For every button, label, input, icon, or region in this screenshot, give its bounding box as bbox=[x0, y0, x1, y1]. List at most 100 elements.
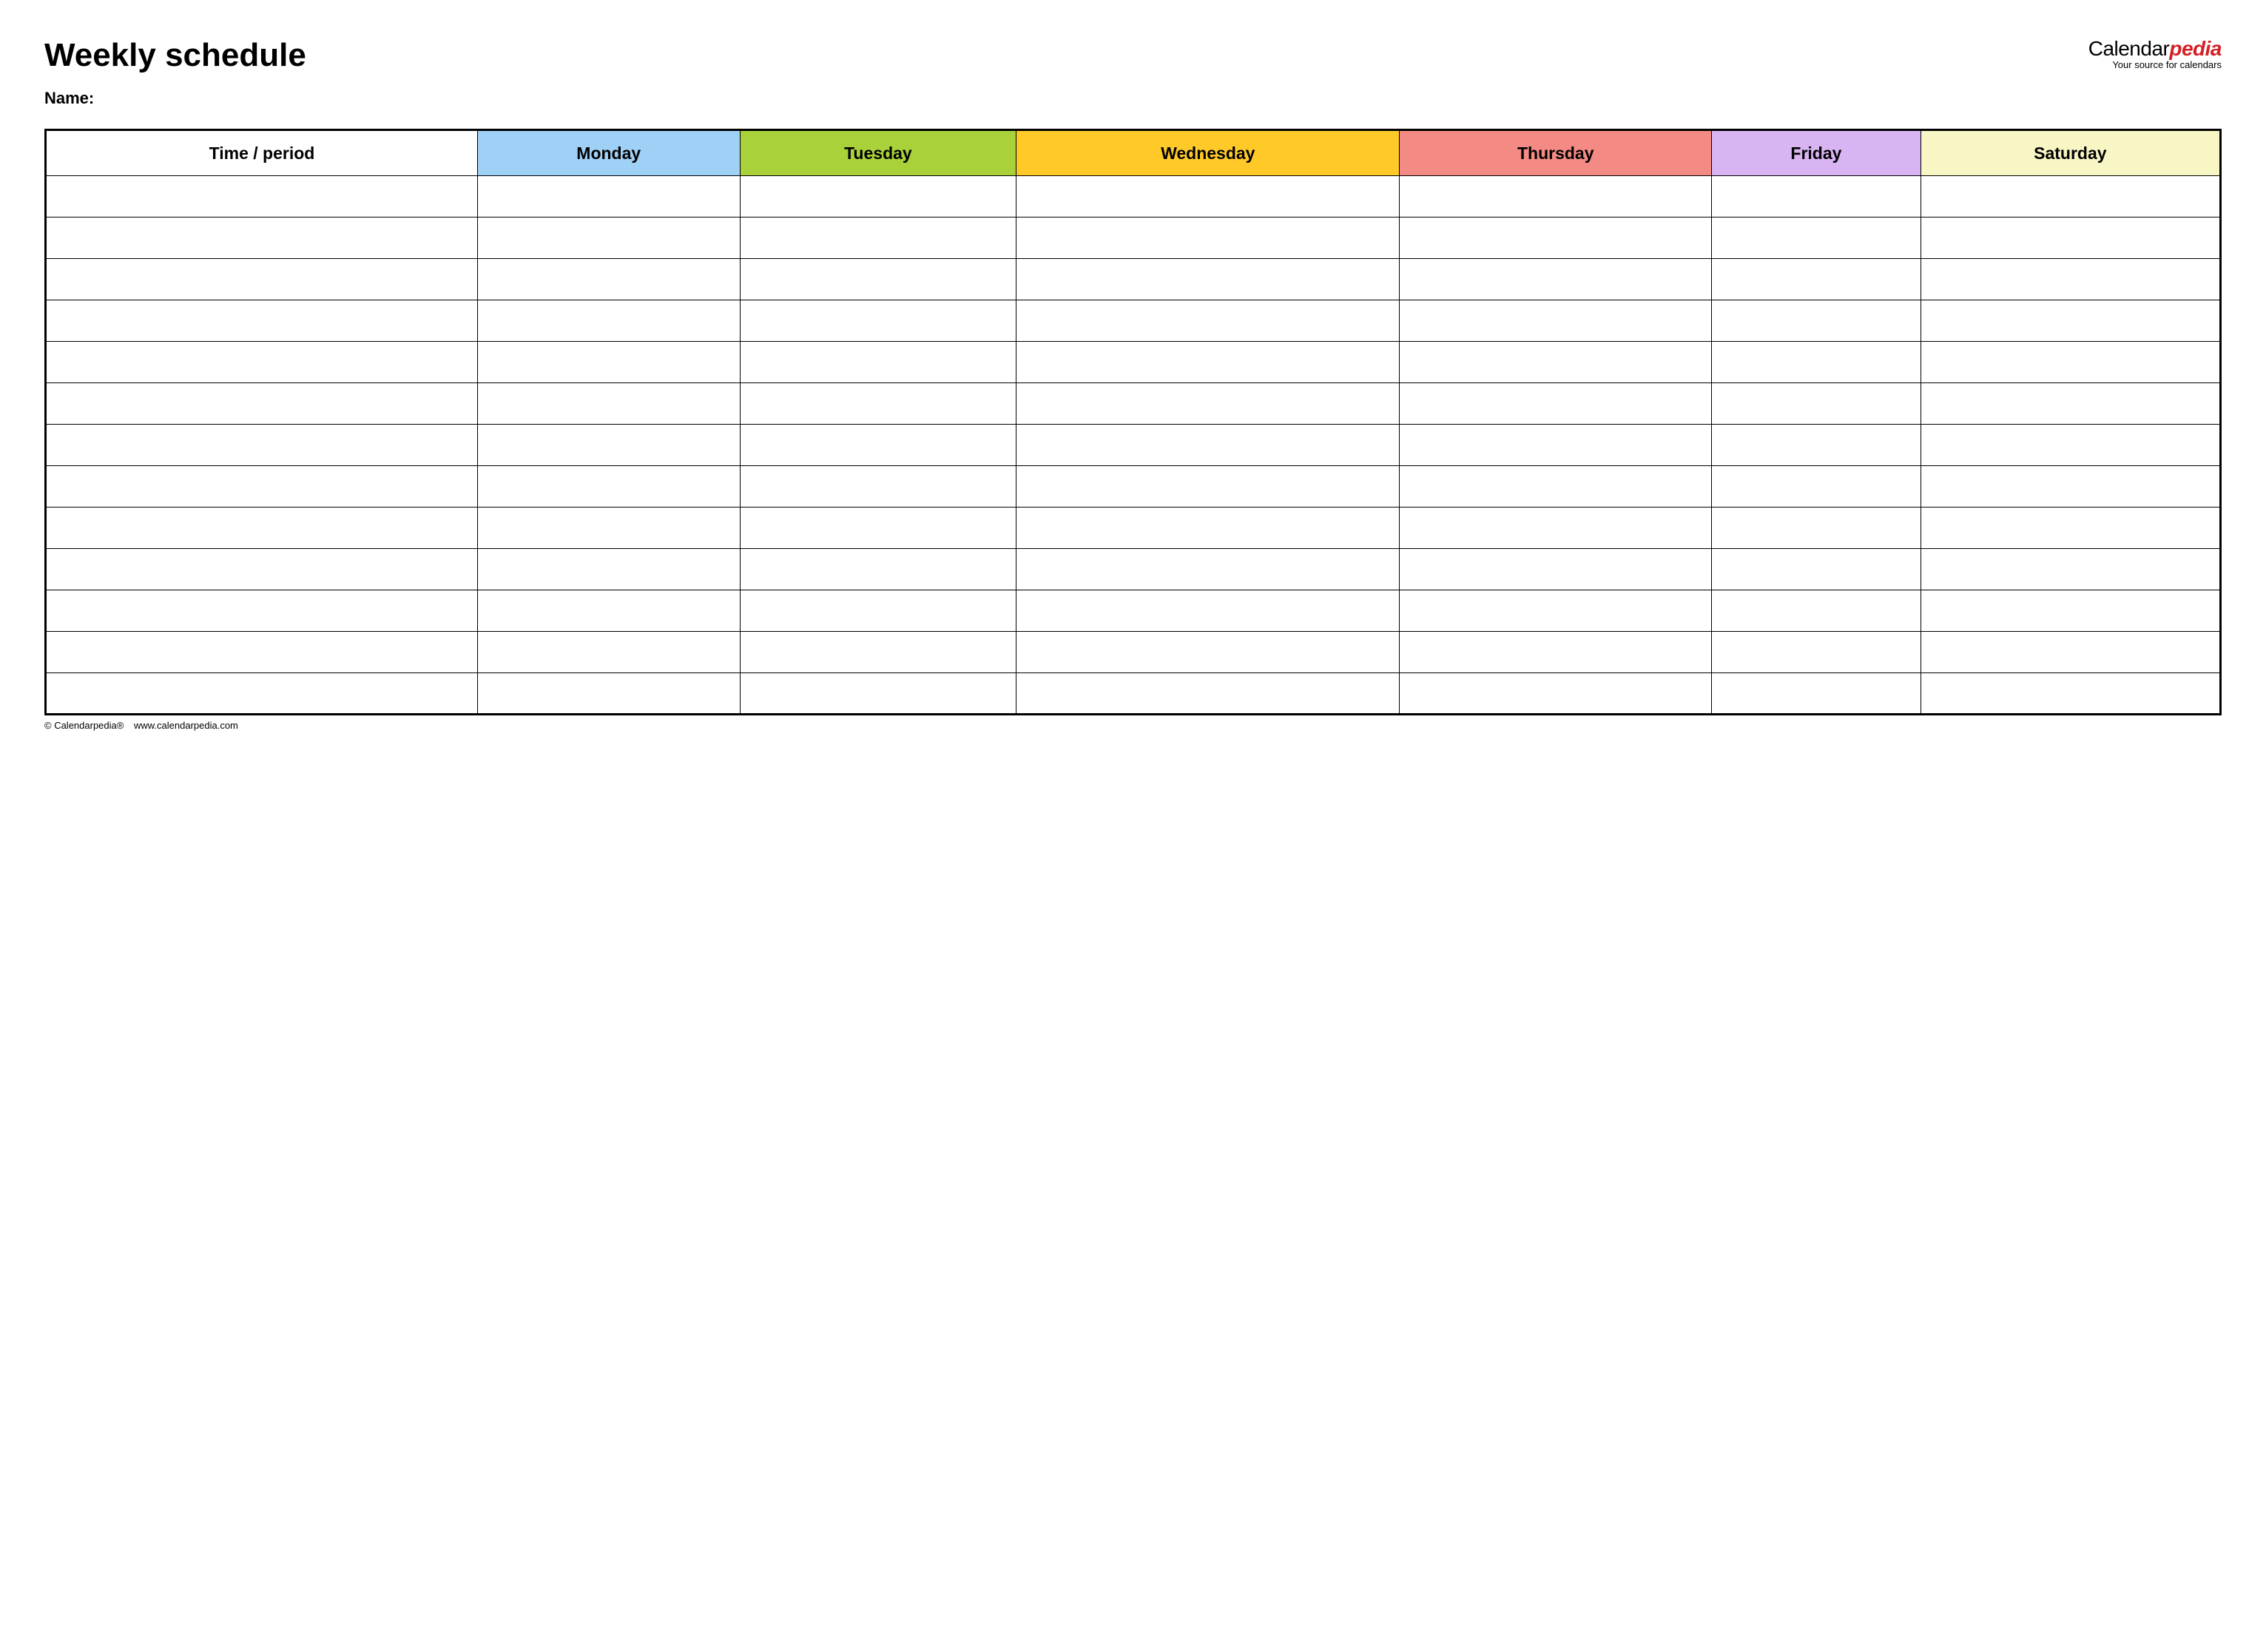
page-footer: © Calendarpedia® www.calendarpedia.com bbox=[44, 720, 2222, 731]
col-header-friday: Friday bbox=[1712, 130, 1921, 176]
brand-logo: Calendarpedia Your source for calendars bbox=[2088, 37, 2222, 70]
name-label: Name: bbox=[44, 89, 306, 108]
table-row bbox=[46, 590, 2221, 632]
table-cell bbox=[1016, 259, 1400, 300]
table-cell bbox=[1712, 549, 1921, 590]
table-cell bbox=[477, 549, 740, 590]
table-cell bbox=[477, 632, 740, 673]
table-cell bbox=[1016, 466, 1400, 508]
page-title: Weekly schedule bbox=[44, 37, 306, 74]
table-body bbox=[46, 176, 2221, 715]
table-cell bbox=[1921, 425, 2220, 466]
table-cell bbox=[46, 466, 478, 508]
table-cell bbox=[1921, 549, 2220, 590]
col-header-time: Time / period bbox=[46, 130, 478, 176]
footer-url[interactable]: www.calendarpedia.com bbox=[134, 720, 238, 731]
table-cell bbox=[1921, 218, 2220, 259]
table-cell bbox=[1016, 425, 1400, 466]
table-row bbox=[46, 425, 2221, 466]
table-cell bbox=[740, 673, 1016, 715]
table-row bbox=[46, 218, 2221, 259]
table-row bbox=[46, 259, 2221, 300]
table-cell bbox=[46, 383, 478, 425]
table-cell bbox=[740, 590, 1016, 632]
table-head: Time / period Monday Tuesday Wednesday T… bbox=[46, 130, 2221, 176]
table-cell bbox=[46, 300, 478, 342]
table-cell bbox=[1712, 508, 1921, 549]
table-cell bbox=[1400, 176, 1712, 218]
table-row bbox=[46, 549, 2221, 590]
table-cell bbox=[740, 259, 1016, 300]
table-cell bbox=[1400, 300, 1712, 342]
table-cell bbox=[1400, 383, 1712, 425]
table-cell bbox=[1400, 218, 1712, 259]
table-cell bbox=[46, 549, 478, 590]
table-cell bbox=[46, 259, 478, 300]
table-cell bbox=[46, 508, 478, 549]
table-cell bbox=[1400, 466, 1712, 508]
table-cell bbox=[1921, 673, 2220, 715]
table-cell bbox=[1712, 425, 1921, 466]
table-cell bbox=[46, 425, 478, 466]
table-cell bbox=[46, 632, 478, 673]
table-cell bbox=[1712, 383, 1921, 425]
table-row bbox=[46, 383, 2221, 425]
brand-tagline: Your source for calendars bbox=[2088, 59, 2222, 70]
table-cell bbox=[1921, 259, 2220, 300]
table-cell bbox=[1016, 549, 1400, 590]
table-header-row: Time / period Monday Tuesday Wednesday T… bbox=[46, 130, 2221, 176]
table-cell bbox=[1016, 383, 1400, 425]
table-cell bbox=[46, 590, 478, 632]
table-cell bbox=[477, 176, 740, 218]
table-cell bbox=[46, 176, 478, 218]
table-cell bbox=[1400, 425, 1712, 466]
table-cell bbox=[477, 259, 740, 300]
table-cell bbox=[1712, 259, 1921, 300]
table-cell bbox=[477, 425, 740, 466]
table-cell bbox=[1712, 342, 1921, 383]
brand-part2: pedia bbox=[2169, 37, 2222, 60]
table-row bbox=[46, 673, 2221, 715]
header-left: Weekly schedule Name: bbox=[44, 37, 306, 120]
col-header-saturday: Saturday bbox=[1921, 130, 2220, 176]
table-cell bbox=[477, 300, 740, 342]
table-cell bbox=[1016, 632, 1400, 673]
table-cell bbox=[1921, 632, 2220, 673]
table-cell bbox=[740, 549, 1016, 590]
table-cell bbox=[1400, 259, 1712, 300]
table-cell bbox=[477, 590, 740, 632]
table-cell bbox=[46, 218, 478, 259]
table-cell bbox=[1016, 300, 1400, 342]
table-cell bbox=[1921, 383, 2220, 425]
table-cell bbox=[1016, 176, 1400, 218]
table-cell bbox=[740, 425, 1016, 466]
table-cell bbox=[1921, 300, 2220, 342]
table-cell bbox=[1400, 508, 1712, 549]
brand-part1: Calendar bbox=[2088, 37, 2170, 60]
table-cell bbox=[1016, 508, 1400, 549]
table-row bbox=[46, 176, 2221, 218]
table-row bbox=[46, 508, 2221, 549]
table-cell bbox=[46, 342, 478, 383]
table-cell bbox=[1400, 342, 1712, 383]
table-cell bbox=[1016, 218, 1400, 259]
table-cell bbox=[1400, 590, 1712, 632]
table-cell bbox=[740, 508, 1016, 549]
table-cell bbox=[477, 342, 740, 383]
footer-copyright: © Calendarpedia® bbox=[44, 720, 124, 731]
table-cell bbox=[1712, 466, 1921, 508]
table-row bbox=[46, 342, 2221, 383]
table-cell bbox=[1921, 508, 2220, 549]
table-cell bbox=[1921, 466, 2220, 508]
page-header: Weekly schedule Name: Calendarpedia Your… bbox=[44, 37, 2222, 120]
table-cell bbox=[740, 342, 1016, 383]
table-cell bbox=[1712, 590, 1921, 632]
schedule-table: Time / period Monday Tuesday Wednesday T… bbox=[44, 129, 2222, 715]
table-cell bbox=[740, 176, 1016, 218]
col-header-thursday: Thursday bbox=[1400, 130, 1712, 176]
brand-name: Calendarpedia bbox=[2088, 37, 2222, 61]
table-cell bbox=[477, 673, 740, 715]
table-cell bbox=[1712, 176, 1921, 218]
table-cell bbox=[740, 218, 1016, 259]
table-cell bbox=[477, 218, 740, 259]
